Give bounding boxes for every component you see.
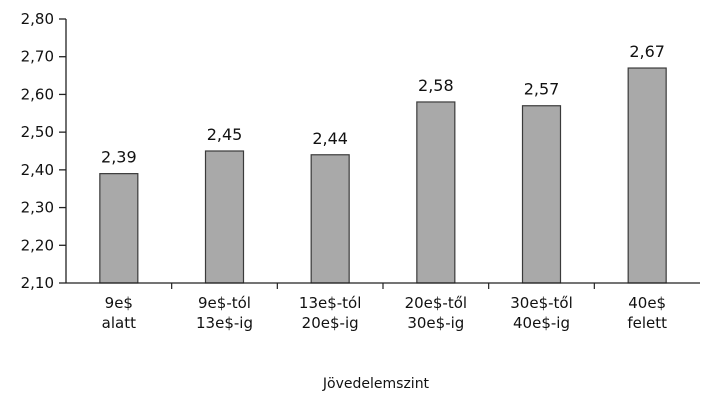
x-category-label-line: 40e$-ig (513, 314, 570, 332)
x-category-label: 30e$-től 40e$-ig (510, 294, 573, 332)
y-tick-label: 2,40 (21, 161, 54, 179)
y-axis: 2,10 2,20 2,30 2,40 2,50 2,60 2,70 2,80 (21, 10, 67, 292)
bar (416, 101, 456, 284)
x-category-label-line: 30e$-től (510, 294, 573, 312)
bar (310, 154, 350, 284)
data-label: 2,39 (101, 148, 137, 167)
bar (521, 105, 562, 284)
bars: 2,39 2,45 2,44 2,58 2,57 2,67 (99, 42, 667, 284)
x-category-label-line: 20e$-től (405, 294, 468, 312)
x-category-label-line: 9e$ (105, 294, 133, 312)
bar (99, 173, 139, 284)
y-tick-label: 2,70 (21, 48, 54, 66)
x-category-label-line: 9e$-tól (198, 294, 251, 312)
x-category-label-line: felett (627, 314, 667, 332)
x-category-label: 20e$-től 30e$-ig (405, 294, 468, 332)
y-tick-label: 2,60 (21, 85, 54, 103)
y-tick-label: 2,50 (21, 123, 54, 141)
x-category-label: 40e$ felett (627, 294, 667, 332)
y-tick-label: 2,20 (21, 236, 54, 254)
y-tick-label: 2,30 (21, 199, 54, 217)
x-category-label: 13e$-tól 20e$-ig (299, 294, 362, 332)
data-label: 2,58 (418, 76, 454, 95)
x-category-label-line: 13e$-ig (196, 314, 253, 332)
x-category-label: 9e$ alatt (102, 294, 136, 332)
y-tick-label: 2,80 (21, 10, 54, 28)
bar (204, 150, 245, 284)
data-label: 2,57 (524, 80, 560, 99)
data-label: 2,45 (207, 125, 243, 144)
x-category-label-line: 30e$-ig (407, 314, 464, 332)
x-category-label-line: 20e$-ig (302, 314, 359, 332)
x-axis-title: Jövedelemszint (322, 376, 430, 392)
bar (627, 67, 667, 284)
x-category-label-line: alatt (102, 314, 136, 332)
data-label: 2,67 (629, 42, 665, 61)
x-category-label-line: 13e$-tól (299, 294, 362, 312)
x-category-label: 9e$-tól 13e$-ig (196, 294, 253, 332)
x-category-label-line: 40e$ (628, 294, 666, 312)
data-label: 2,44 (312, 129, 348, 148)
y-tick-label: 2,10 (21, 274, 54, 292)
x-axis: 9e$ alatt 9e$-tól 13e$-ig 13e$-tól 20e$-ig 20e… (66, 282, 700, 332)
